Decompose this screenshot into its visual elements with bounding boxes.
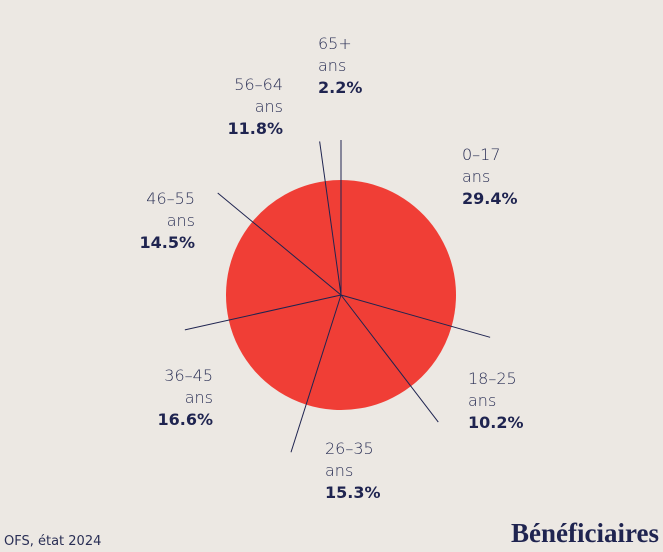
separator xyxy=(184,294,342,331)
pie-slice xyxy=(341,295,452,387)
value-label: 29.4% xyxy=(462,189,518,208)
category-label: 65+ ans xyxy=(318,34,352,75)
value-label: 2.2% xyxy=(318,78,362,97)
separator xyxy=(340,294,439,423)
value-label: 14.5% xyxy=(139,233,195,252)
pie-slice xyxy=(225,221,341,321)
value-label: 15.3% xyxy=(325,483,381,502)
category-label: 0–17 ans xyxy=(462,145,501,186)
category-label: 56–64 ans xyxy=(234,75,283,116)
value-label: 11.8% xyxy=(227,119,283,138)
value-label: 16.6% xyxy=(157,410,213,429)
source: OFS, état 2024 xyxy=(4,534,101,549)
pie-slice xyxy=(252,181,341,295)
value-label: 10.2% xyxy=(468,413,524,432)
pie-slice xyxy=(228,295,341,405)
separator xyxy=(217,192,342,296)
pie-slice xyxy=(341,180,456,327)
separator xyxy=(290,294,342,453)
category-label: 18–25 ans xyxy=(468,369,517,410)
separator xyxy=(340,294,491,338)
category-label: 36–45 ans xyxy=(164,366,213,407)
category-label: 26–35 ans xyxy=(325,439,374,480)
separator xyxy=(319,141,342,296)
chart-title: Bénéficiaires xyxy=(511,518,659,548)
category-label: 46–55 ans xyxy=(146,189,195,230)
